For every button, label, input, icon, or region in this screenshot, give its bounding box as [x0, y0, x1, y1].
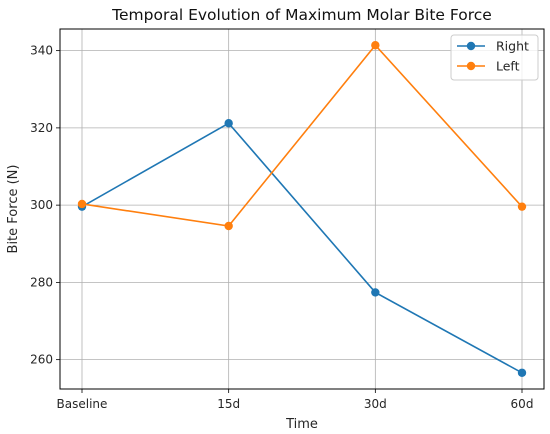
- legend-label-right: Right: [496, 39, 529, 54]
- data-point-left: [517, 202, 527, 211]
- data-point-right: [371, 288, 380, 297]
- legend-label-left: Left: [496, 59, 520, 74]
- x-tick-label: Baseline: [57, 397, 108, 411]
- legend-marker-right: [466, 41, 476, 51]
- data-point-right: [517, 368, 527, 377]
- legend: Right Left: [450, 34, 539, 81]
- x-tick-label: 60d: [511, 397, 534, 411]
- y-axis: 260 280 300 320 340: [30, 44, 60, 367]
- y-tick-label: 320: [30, 121, 53, 135]
- y-tick-label: 260: [30, 353, 53, 367]
- x-tick-label: 30d: [364, 397, 387, 411]
- plot-area-frame: [59, 28, 545, 390]
- y-axis-label: Bite Force (N): [6, 165, 21, 254]
- data-point-left: [77, 199, 87, 209]
- data-point-right: [224, 119, 233, 128]
- data-point-left: [224, 221, 233, 231]
- x-axis-label: Time: [285, 417, 318, 432]
- y-tick-label: 280: [30, 275, 53, 289]
- series: [77, 41, 527, 377]
- data-point-left: [371, 41, 380, 50]
- chart-title: Temporal Evolution of Maximum Molar Bite…: [111, 6, 492, 24]
- x-tick-label: 15d: [217, 397, 240, 411]
- x-axis: Baseline 15d 30d 60d: [57, 389, 534, 411]
- y-tick-label: 340: [30, 44, 53, 58]
- series-line-left: [81, 43, 523, 227]
- legend-marker-left: [466, 61, 476, 71]
- y-tick-label: 300: [30, 198, 53, 212]
- series-line-right: [81, 122, 523, 374]
